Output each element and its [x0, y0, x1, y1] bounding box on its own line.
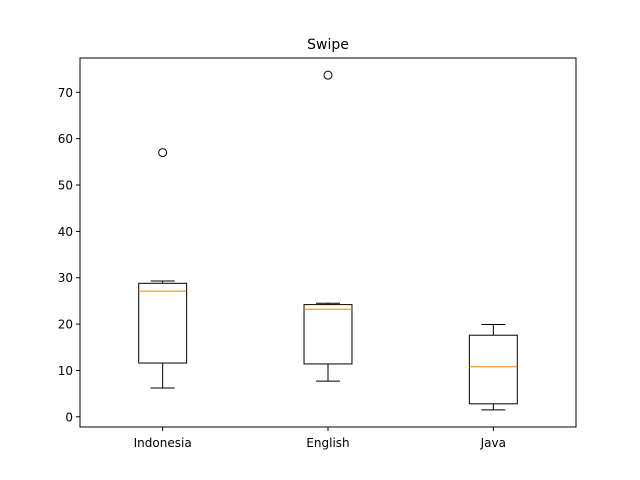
iqr-box — [468, 334, 518, 405]
y-tick-label: 10 — [58, 364, 73, 378]
iqr-box — [303, 304, 353, 365]
x-tick-label: Java — [480, 436, 506, 450]
y-tick-label: 30 — [58, 271, 73, 285]
iqr-box — [138, 282, 188, 364]
x-tick-label: Indonesia — [134, 436, 192, 450]
y-tick-label: 20 — [58, 318, 73, 332]
y-tick-label: 40 — [58, 225, 73, 239]
plot-frame — [79, 57, 577, 428]
y-tick-label: 70 — [58, 86, 73, 100]
box-english — [303, 70, 353, 382]
y-tick-label: 0 — [65, 410, 73, 424]
box-java — [468, 324, 518, 411]
x-tick-label: English — [306, 436, 349, 450]
outlier-point — [323, 70, 333, 80]
outlier-point — [158, 148, 168, 158]
y-tick-label: 50 — [58, 179, 73, 193]
chart-title: Swipe — [307, 37, 349, 53]
y-tick-label: 60 — [58, 132, 73, 146]
box-indonesia — [138, 148, 188, 389]
y-axis: 0 10 20 30 40 50 60 70 — [58, 86, 80, 424]
boxes-group — [138, 70, 518, 411]
x-axis: Indonesia English Java — [134, 427, 506, 450]
